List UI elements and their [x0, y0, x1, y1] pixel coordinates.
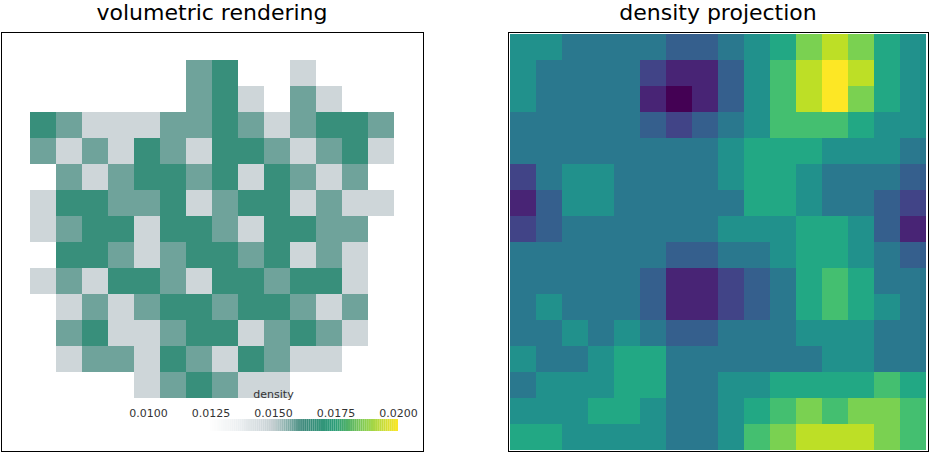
svg-text:0.0125: 0.0125: [192, 407, 231, 420]
svg-text:0.0200: 0.0200: [379, 407, 418, 420]
svg-text:density: density: [253, 388, 294, 401]
svg-text:0.0150: 0.0150: [254, 407, 293, 420]
svg-text:0.0100: 0.0100: [129, 407, 168, 420]
html-text:density projection: density projection: [619, 0, 817, 25]
svg-text:0.0175: 0.0175: [317, 407, 356, 420]
html-text:volumetric rendering: volumetric rendering: [96, 0, 328, 25]
